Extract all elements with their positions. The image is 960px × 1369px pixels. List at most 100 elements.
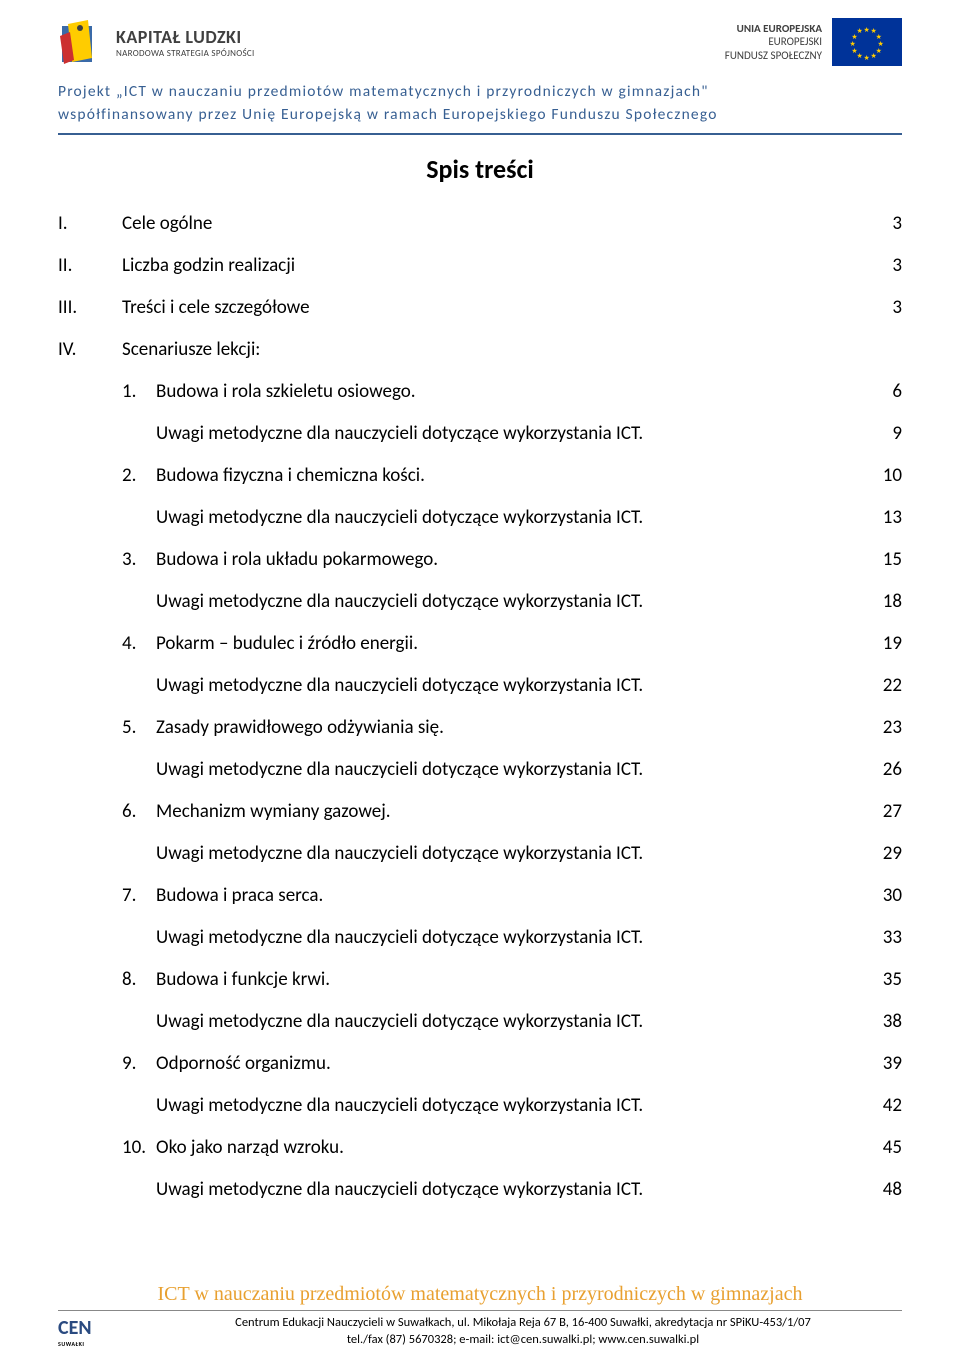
toc-number: 2. — [122, 464, 156, 487]
toc-page: 39 — [862, 1052, 902, 1075]
kl-figure-icon — [58, 18, 102, 66]
toc-row: 7.Budowa i praca serca.30 — [58, 875, 902, 917]
toc-subtext: Uwagi metodyczne dla nauczycieli dotyczą… — [156, 674, 643, 697]
eu-line2: EUROPEJSKI — [725, 35, 822, 48]
toc-roman: III. — [58, 296, 122, 319]
toc-number: 7. — [122, 884, 156, 907]
toc-page: 15 — [862, 548, 902, 571]
cen-sub: SUWAŁKI — [58, 1340, 130, 1348]
toc-text: Oko jako narząd wzroku. — [156, 1136, 344, 1159]
toc-subtext: Uwagi metodyczne dla nauczycieli dotyczą… — [156, 1094, 643, 1117]
toc-row-left: 6.Mechanizm wymiany gazowej. — [58, 800, 391, 823]
project-line1: Projekt „ICT w nauczaniu przedmiotów mat… — [58, 80, 902, 103]
project-description: Projekt „ICT w nauczaniu przedmiotów mat… — [58, 80, 902, 135]
toc-row-left: 8.Budowa i funkcje krwi. — [58, 968, 330, 991]
toc-row: III.Treści i cele szczegółowe 3 — [58, 287, 902, 329]
toc-text: Pokarm – budulec i źródło energii. — [156, 632, 418, 655]
toc-page: 26 — [862, 758, 902, 781]
toc-row: I.Cele ogólne 3 — [58, 203, 902, 245]
toc-row-left: 3.Budowa i rola układu pokarmowego. — [58, 548, 438, 571]
eu-line3: FUNDUSZ SPOŁECZNY — [725, 49, 822, 62]
project-line2: współfinansowany przez Unię Europejską w… — [58, 103, 902, 126]
toc-row-left: 4.Pokarm – budulec i źródło energii. — [58, 632, 418, 655]
toc-text: Mechanizm wymiany gazowej. — [156, 800, 391, 823]
toc-page: 3 — [862, 254, 902, 277]
toc-row: Uwagi metodyczne dla nauczycieli dotyczą… — [58, 497, 902, 539]
table-of-contents: I.Cele ogólne3II.Liczba godzin realizacj… — [58, 203, 902, 1211]
footer-row: CEN SUWAŁKI Centrum Edukacji Nauczycieli… — [58, 1315, 902, 1349]
toc-row-left: 2.Budowa fizyczna i chemiczna kości. — [58, 464, 425, 487]
toc-text: Liczba godzin realizacji — [122, 254, 295, 277]
toc-text: Budowa i funkcje krwi. — [156, 968, 330, 991]
toc-row: Uwagi metodyczne dla nauczycieli dotyczą… — [58, 749, 902, 791]
toc-row-left: I.Cele ogólne — [58, 212, 212, 235]
toc-row-left: 5.Zasady prawidłowego odżywiania się. — [58, 716, 444, 739]
toc-subtext: Uwagi metodyczne dla nauczycieli dotyczą… — [156, 1010, 643, 1033]
toc-page: 45 — [862, 1136, 902, 1159]
toc-number: 3. — [122, 548, 156, 571]
toc-page: 33 — [862, 926, 902, 949]
toc-number: 1. — [122, 380, 156, 403]
toc-page: 10 — [862, 464, 902, 487]
kl-text-block: KAPITAŁ LUDZKI NARODOWA STRATEGIA SPÓJNO… — [116, 26, 255, 59]
toc-row-left: IV.Scenariusze lekcji: — [58, 338, 260, 361]
toc-row: Uwagi metodyczne dla nauczycieli dotyczą… — [58, 833, 902, 875]
eu-text: UNIA EUROPEJSKA EUROPEJSKI FUNDUSZ SPOŁE… — [725, 22, 822, 62]
toc-row: Uwagi metodyczne dla nauczycieli dotyczą… — [58, 1001, 902, 1043]
toc-page: 23 — [862, 716, 902, 739]
toc-row: Uwagi metodyczne dla nauczycieli dotyczą… — [58, 1169, 902, 1211]
toc-subtext: Uwagi metodyczne dla nauczycieli dotyczą… — [156, 1178, 643, 1201]
toc-row: 6.Mechanizm wymiany gazowej.27 — [58, 791, 902, 833]
toc-row-left: 9.Odporność organizmu. — [58, 1052, 331, 1075]
toc-roman: II. — [58, 254, 122, 277]
toc-page: 3 — [862, 212, 902, 235]
toc-row-left: Uwagi metodyczne dla nauczycieli dotyczą… — [58, 590, 643, 613]
toc-page: 6 — [862, 380, 902, 403]
toc-number: 5. — [122, 716, 156, 739]
toc-page: 48 — [862, 1178, 902, 1201]
page-title: Spis treści — [0, 153, 960, 185]
toc-page: 3 — [862, 296, 902, 319]
toc-page: 35 — [862, 968, 902, 991]
toc-number: 9. — [122, 1052, 156, 1075]
toc-page: 13 — [862, 506, 902, 529]
page-header: KAPITAŁ LUDZKI NARODOWA STRATEGIA SPÓJNO… — [0, 0, 960, 66]
toc-row: 9.Odporność organizmu. 39 — [58, 1043, 902, 1085]
toc-page: 29 — [862, 842, 902, 865]
footer-contact: Centrum Edukacji Nauczycieli w Suwałkach… — [144, 1315, 902, 1349]
toc-row-left: Uwagi metodyczne dla nauczycieli dotyczą… — [58, 506, 643, 529]
toc-row: Uwagi metodyczne dla nauczycieli dotyczą… — [58, 1085, 902, 1127]
toc-text: Budowa i rola układu pokarmowego. — [156, 548, 438, 571]
eu-line1: UNIA EUROPEJSKA — [725, 22, 822, 35]
toc-row: 1.Budowa i rola szkieletu osiowego.6 — [58, 371, 902, 413]
toc-row: Uwagi metodyczne dla nauczycieli dotyczą… — [58, 413, 902, 455]
footer-line1: Centrum Edukacji Nauczycieli w Suwałkach… — [144, 1315, 902, 1332]
eu-logo-block: UNIA EUROPEJSKA EUROPEJSKI FUNDUSZ SPOŁE… — [725, 18, 902, 66]
eu-flag-icon: ★★★★★★★★★★★★ — [832, 18, 902, 66]
toc-page — [862, 338, 902, 361]
kapital-ludzki-logo: KAPITAŁ LUDZKI NARODOWA STRATEGIA SPÓJNO… — [58, 18, 255, 66]
cen-title: CEN — [58, 1316, 130, 1340]
toc-number: 4. — [122, 632, 156, 655]
toc-row-left: 10.Oko jako narząd wzroku. — [58, 1136, 344, 1159]
toc-page: 18 — [862, 590, 902, 613]
toc-page: 19 — [862, 632, 902, 655]
toc-page: 42 — [862, 1094, 902, 1117]
toc-text: Budowa i praca serca. — [156, 884, 323, 907]
toc-row-left: 7.Budowa i praca serca. — [58, 884, 323, 907]
toc-row: II.Liczba godzin realizacji 3 — [58, 245, 902, 287]
toc-row-left: Uwagi metodyczne dla nauczycieli dotyczą… — [58, 1094, 643, 1117]
toc-subtext: Uwagi metodyczne dla nauczycieli dotyczą… — [156, 422, 643, 445]
toc-text: Budowa fizyczna i chemiczna kości. — [156, 464, 425, 487]
toc-row-left: III.Treści i cele szczegółowe — [58, 296, 310, 319]
toc-subtext: Uwagi metodyczne dla nauczycieli dotyczą… — [156, 926, 643, 949]
toc-row: 5.Zasady prawidłowego odżywiania się. 23 — [58, 707, 902, 749]
toc-text: Zasady prawidłowego odżywiania się. — [156, 716, 444, 739]
toc-number: 10. — [122, 1136, 156, 1159]
toc-subtext: Uwagi metodyczne dla nauczycieli dotyczą… — [156, 590, 643, 613]
kl-subtitle: NARODOWA STRATEGIA SPÓJNOŚCI — [116, 48, 255, 59]
toc-number: 6. — [122, 800, 156, 823]
toc-row-left: Uwagi metodyczne dla nauczycieli dotyczą… — [58, 758, 643, 781]
toc-subtext: Uwagi metodyczne dla nauczycieli dotyczą… — [156, 758, 643, 781]
page-footer: ICT w nauczaniu przedmiotów matematyczny… — [0, 1283, 960, 1369]
